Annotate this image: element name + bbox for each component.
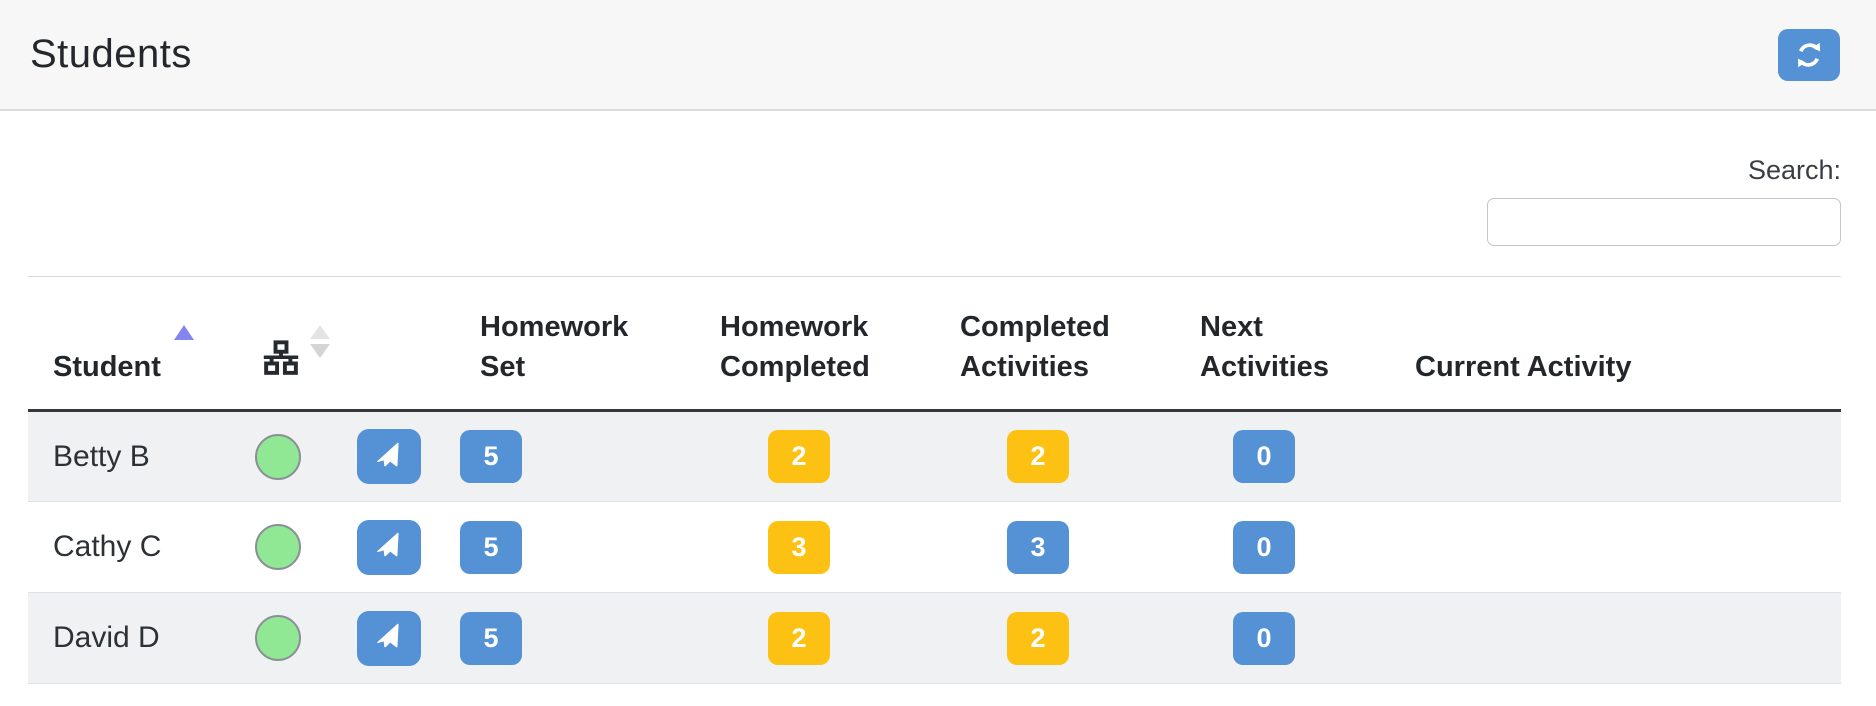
- students-table: Student: [28, 276, 1848, 684]
- column-header-group[interactable]: [240, 276, 355, 412]
- homework-set-badge[interactable]: 5: [460, 520, 522, 574]
- column-header-send: [355, 276, 445, 412]
- send-message-button[interactable]: [357, 610, 421, 666]
- sort-up-inactive-icon: [310, 325, 330, 339]
- refresh-icon: [1794, 40, 1824, 70]
- student-name: Betty B: [53, 439, 150, 473]
- page-title: Students: [30, 32, 192, 76]
- table-row: David D 5 2 2 0: [28, 592, 1841, 684]
- homework-completed-badge[interactable]: 2: [768, 430, 830, 483]
- column-header-student[interactable]: Student: [28, 276, 240, 412]
- sort-ascending-icon: [174, 325, 194, 340]
- completed-activities-badge[interactable]: 2: [1007, 430, 1069, 483]
- sitemap-icon: [260, 340, 302, 387]
- homework-completed-badge[interactable]: 3: [768, 520, 830, 574]
- status-indicator: [255, 524, 301, 570]
- student-name: Cathy C: [53, 530, 162, 563]
- next-activities-badge[interactable]: 0: [1233, 430, 1295, 483]
- current-activity-cell: [1395, 593, 1841, 684]
- column-header-current-activity: Current Activity: [1395, 276, 1841, 412]
- current-activity-cell: [1395, 411, 1841, 502]
- page-header: Students: [0, 0, 1876, 111]
- paper-plane-icon: [374, 623, 404, 653]
- column-header-completed-activities: Completed Activities: [940, 276, 1180, 412]
- current-activity-cell: [1395, 502, 1841, 593]
- send-message-button[interactable]: [357, 519, 421, 575]
- paper-plane-icon: [374, 532, 404, 562]
- paper-plane-icon: [374, 442, 404, 472]
- next-activities-badge[interactable]: 0: [1233, 611, 1295, 665]
- student-name: David D: [53, 621, 160, 654]
- send-message-button[interactable]: [357, 429, 421, 484]
- column-header-homework-completed: Homework Completed: [700, 276, 940, 412]
- column-header-homework-set: Homework Set: [445, 276, 700, 412]
- homework-set-badge[interactable]: 5: [460, 430, 522, 483]
- table-controls: Search:: [0, 155, 1876, 246]
- next-activities-badge[interactable]: 0: [1233, 520, 1295, 574]
- status-indicator: [255, 433, 301, 480]
- completed-activities-badge[interactable]: 3: [1007, 520, 1069, 574]
- homework-completed-badge[interactable]: 2: [768, 611, 830, 665]
- sort-down-inactive-icon: [310, 344, 330, 358]
- status-indicator: [255, 615, 301, 661]
- search-label: Search:: [1747, 155, 1841, 185]
- table-row: Betty B 5 2 2 0: [28, 410, 1841, 502]
- refresh-button[interactable]: [1778, 28, 1840, 81]
- column-header-next-activities: Next Activities: [1180, 276, 1395, 412]
- homework-set-badge[interactable]: 5: [460, 611, 522, 665]
- search-input[interactable]: [1487, 198, 1841, 246]
- table-header-row: Student: [28, 276, 1841, 412]
- completed-activities-badge[interactable]: 2: [1007, 611, 1069, 665]
- table-row: Cathy C 5 3 3 0: [28, 501, 1841, 593]
